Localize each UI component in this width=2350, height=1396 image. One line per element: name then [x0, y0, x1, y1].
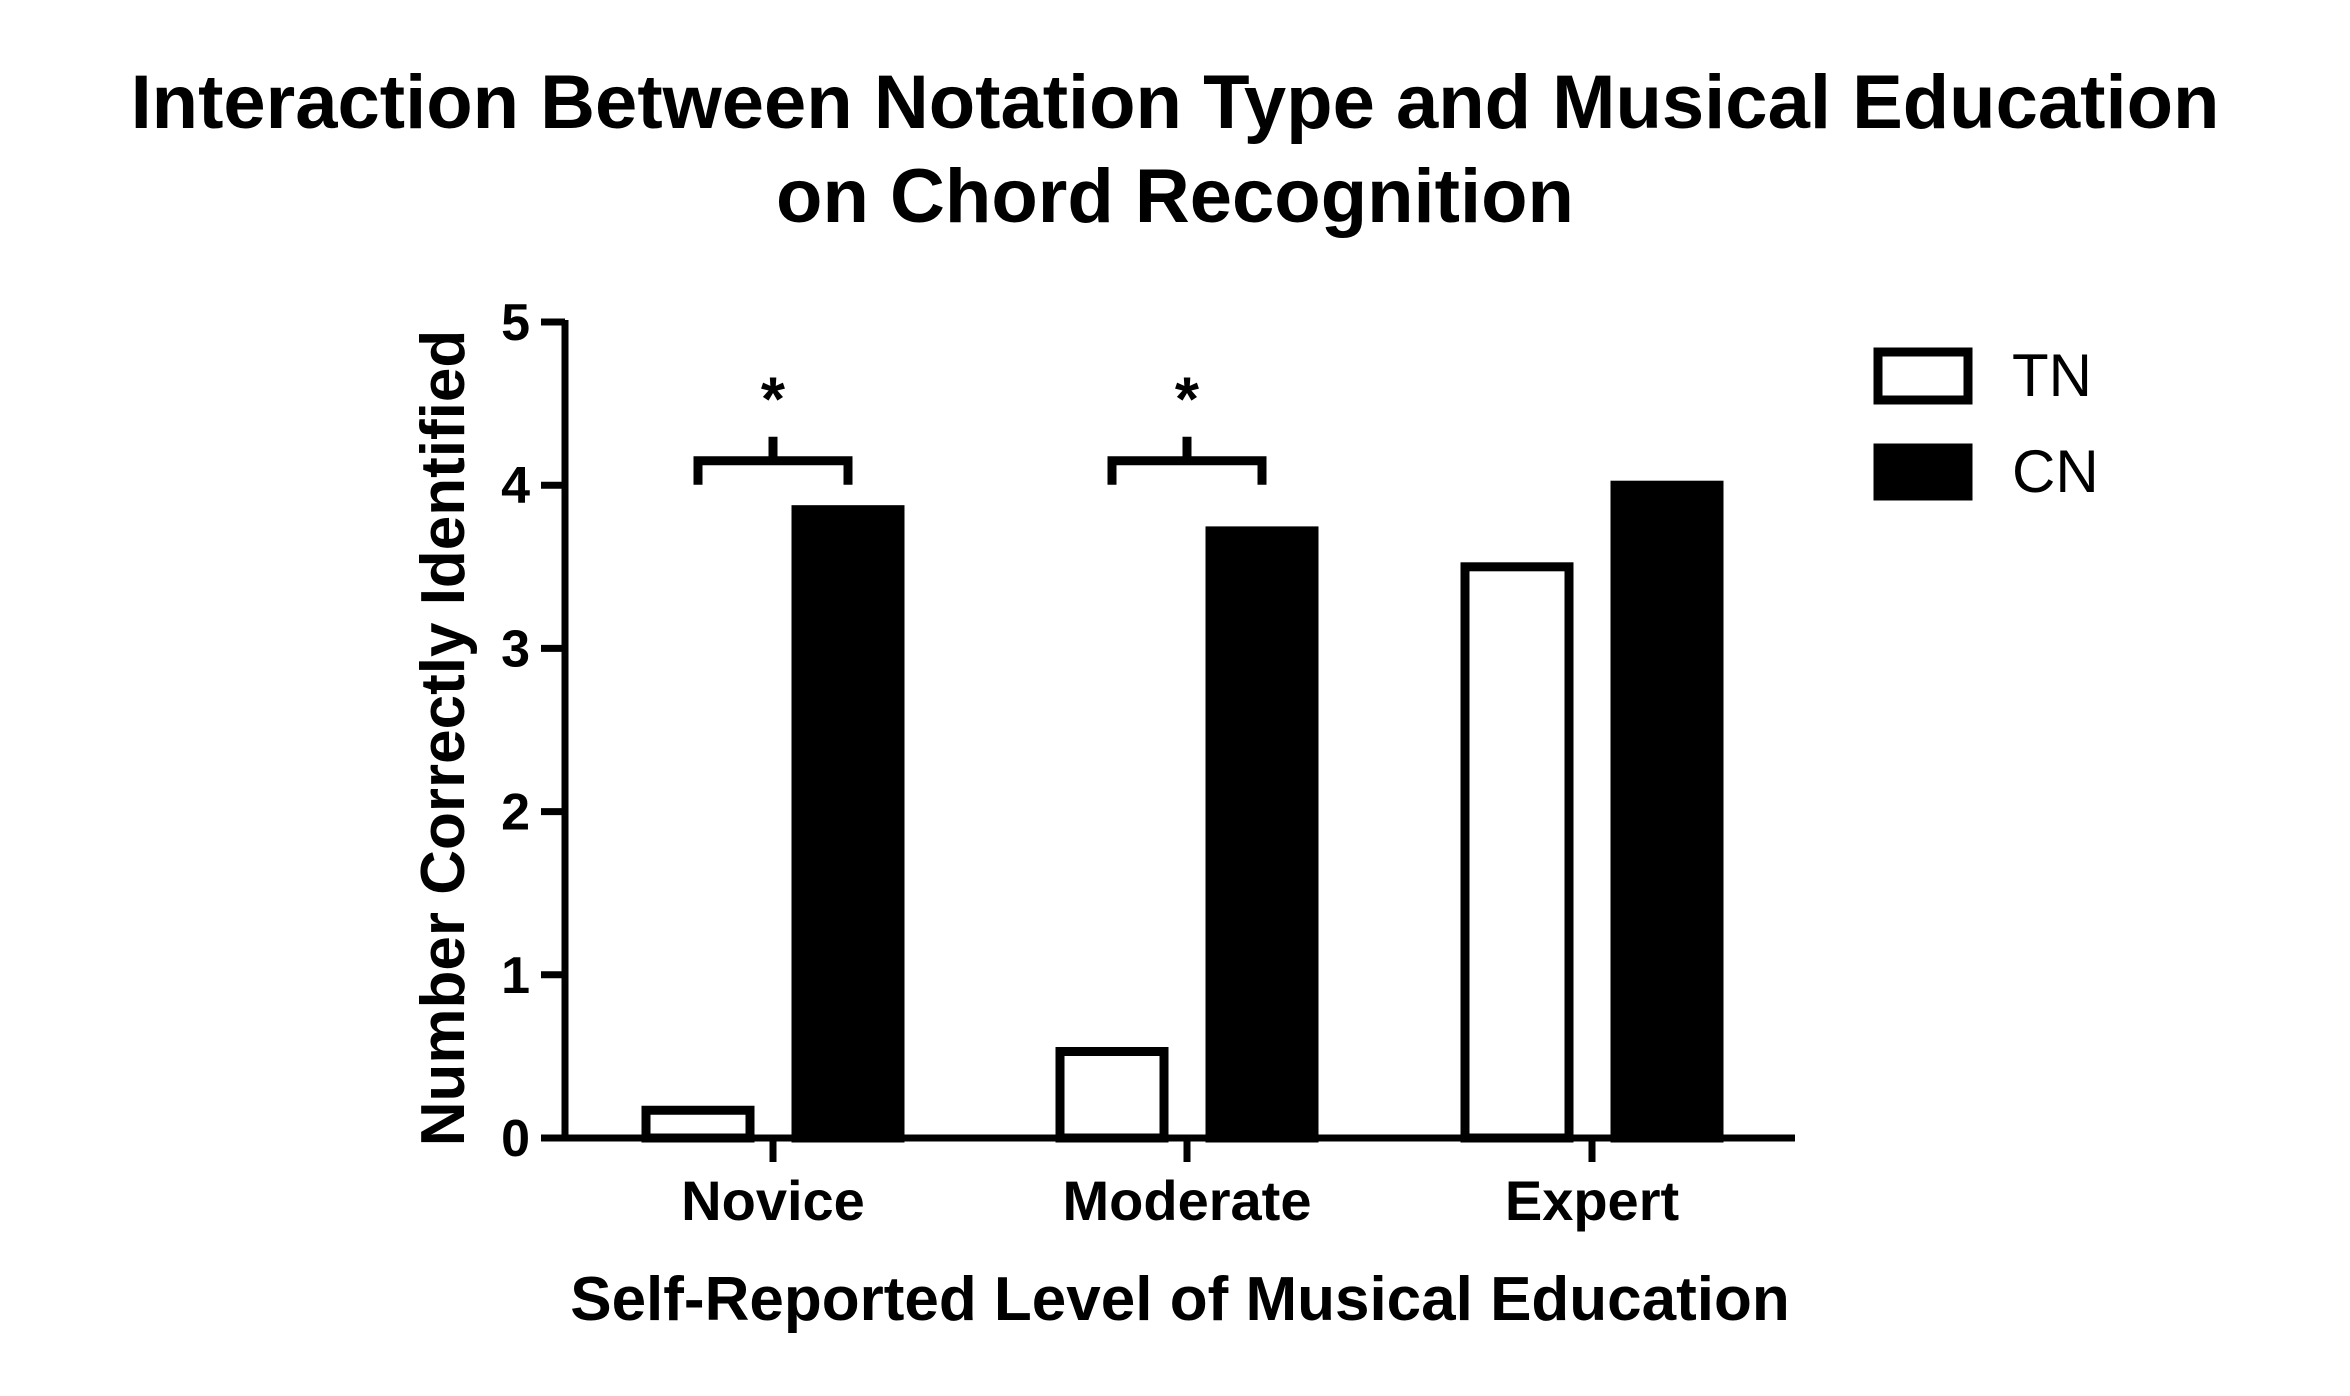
significance-bracket [1107, 436, 1267, 485]
legend-swatch-tn [1873, 347, 1973, 405]
bar-tn-novice [641, 1105, 755, 1143]
legend-label-tn: TN [2012, 342, 2092, 409]
y-tick-label: 2 [501, 784, 530, 842]
bar-tn-moderate [1055, 1047, 1169, 1143]
significance-markers: * * [693, 366, 1267, 485]
significance-bracket [693, 436, 853, 485]
bar-cn-moderate [1205, 526, 1319, 1143]
x-axis-label: Self-Reported Level of Musical Education [570, 1265, 1790, 1334]
significance-label: * [1175, 366, 1200, 435]
legend-label-cn: CN [2012, 438, 2099, 505]
legend: TN CN [1873, 342, 2099, 505]
y-tick-label: 1 [501, 947, 530, 1005]
chart-title-line-2: on Chord Recognition [776, 154, 1574, 239]
significance-label: * [761, 366, 786, 435]
bar-tn-expert [1460, 562, 1574, 1143]
x-tick-label: Novice [681, 1169, 865, 1232]
legend-swatch-cn [1873, 443, 1973, 501]
bar-cn-expert [1610, 480, 1724, 1143]
bars [641, 480, 1724, 1143]
bar-cn-novice [791, 505, 905, 1143]
y-ticks: 0 1 2 3 4 5 [501, 294, 565, 1168]
y-tick-label: 3 [501, 620, 530, 678]
y-axis-label: Number Correctly Identified [409, 330, 478, 1146]
y-tick-label: 0 [501, 1110, 530, 1168]
y-tick-label: 5 [501, 294, 530, 352]
x-ticks: Novice Moderate Expert [681, 1138, 1679, 1232]
chart-title-line-1: Interaction Between Notation Type and Mu… [131, 60, 2220, 145]
x-tick-label: Moderate [1063, 1169, 1312, 1232]
x-tick-label: Expert [1505, 1169, 1679, 1232]
y-tick-label: 4 [501, 457, 530, 515]
